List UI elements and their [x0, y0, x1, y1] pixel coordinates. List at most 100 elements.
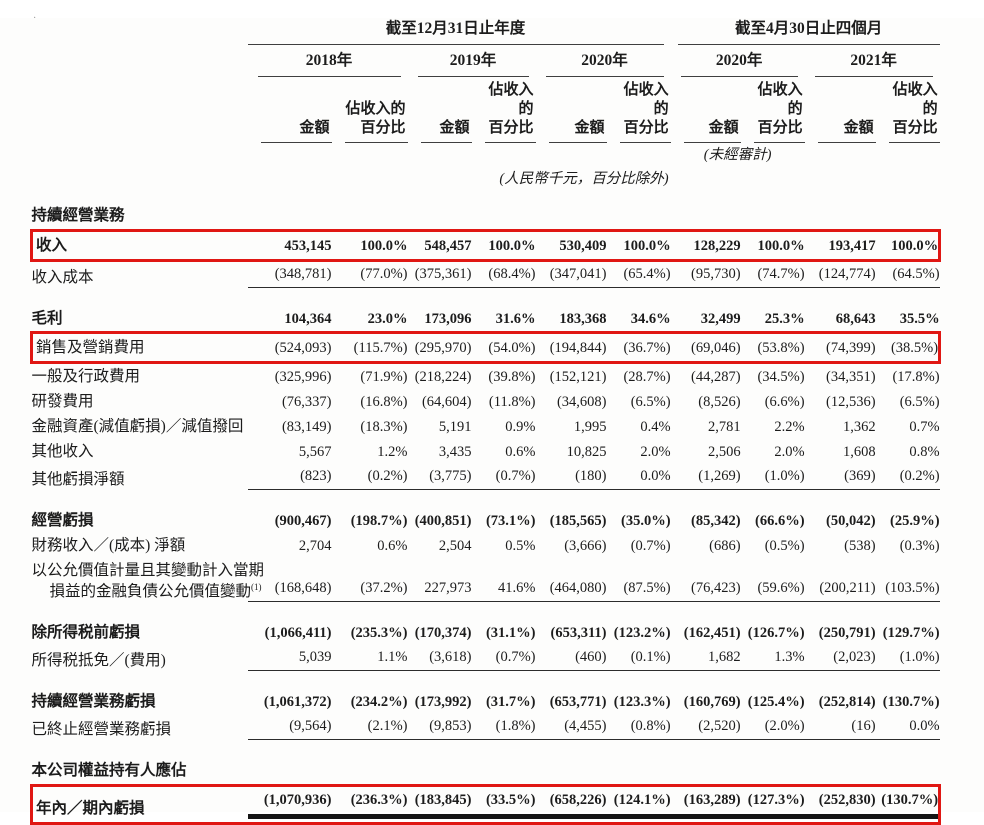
amount-header-label: 金額 — [708, 120, 739, 136]
year-label: 2020年 — [545, 45, 664, 77]
single-rule — [535, 601, 607, 602]
single-rule — [247, 287, 332, 288]
double-rule — [247, 814, 332, 819]
cell-value: (295,970) — [407, 331, 472, 364]
cell-value: (59.6%) — [740, 558, 805, 604]
row-label: 財務收入／(成本) 淨額 — [31, 537, 186, 554]
pct-header-line1: 佔收入的 — [757, 82, 803, 117]
double-rule — [670, 814, 741, 819]
cell-value: (95,730) — [670, 261, 741, 291]
section-header-label: 持續經營業務 — [31, 207, 125, 224]
single-rule — [875, 489, 940, 490]
cell-value: 128,229 — [670, 229, 741, 262]
cell-value: (194,844) — [535, 331, 607, 364]
spacer-cell — [32, 742, 940, 758]
table-row: 經營虧損 (900,467) (198.7%) (400,851) (73.1%) (18… — [32, 508, 940, 533]
cell-value: (185,565) — [549, 513, 607, 529]
pct-header-line1: 佔收入的 — [892, 82, 938, 117]
spacer-cell — [32, 492, 940, 508]
cell-value: 2.0% — [774, 444, 805, 460]
single-rule — [804, 670, 876, 671]
cell-value: 2.0% — [640, 444, 671, 460]
single-rule — [407, 670, 472, 671]
spacer-cell — [32, 290, 940, 306]
cell-value: (125.4%) — [747, 694, 805, 710]
single-rule — [407, 489, 472, 490]
page-edge-artifact: · — [33, 15, 37, 23]
amount-header-label: 金額 — [843, 120, 874, 136]
units-row: (人民幣千元，百分比除外) — [32, 165, 940, 203]
cell-value: (37.2%) — [331, 558, 408, 604]
cell-value: (85,342) — [691, 513, 741, 529]
year-2019-cell: 2019年 — [408, 45, 536, 77]
single-rule — [331, 489, 408, 490]
single-rule — [535, 739, 607, 740]
cell-value: (53.8%) — [740, 331, 805, 364]
cell-value: (6.5%) — [630, 394, 671, 410]
cell-value: 0.6% — [505, 444, 536, 460]
cell-value: (68.4%) — [471, 261, 536, 291]
double-rule — [875, 814, 939, 819]
cell-value: (460) — [535, 645, 607, 673]
cell-value: 1,682 — [670, 645, 741, 673]
cell-value: (200,211) — [804, 558, 876, 604]
cell-value: (74.7%) — [740, 261, 805, 291]
amount-header: 金額 — [671, 77, 741, 143]
cell-value: (74,399) — [804, 331, 876, 364]
cell-value: (33.5%) — [471, 784, 536, 825]
amount-header: 金額 — [536, 77, 607, 143]
cell-value: (235.3%) — [350, 625, 408, 641]
pct-header: 佔收入的 百分比 — [876, 77, 940, 143]
table-row: 已終止經營業務虧損 (9,564) (2.1%) (9,853) (1.8%) (4,45… — [32, 714, 940, 742]
cell-value: 35.5% — [899, 311, 940, 327]
single-rule — [875, 739, 940, 740]
cell-value: 104,364 — [284, 311, 332, 327]
empty-cell — [32, 143, 671, 165]
cell-value: (653,311) — [550, 625, 607, 641]
cell-value: (123.3%) — [613, 694, 671, 710]
year-2020-cell: 2020年 — [536, 45, 671, 77]
row-label: 一般及行政費用 — [31, 368, 141, 385]
table-row: 收入成本 (348,781) (77.0%) (375,361) (68.4%) (347… — [32, 261, 940, 291]
single-rule — [670, 489, 741, 490]
cell-value: 2,504 — [438, 538, 472, 554]
cell-value: (2.1%) — [331, 714, 408, 742]
cell-value: 5,039 — [247, 645, 332, 673]
single-rule — [331, 670, 408, 671]
single-rule — [606, 739, 671, 740]
year-2018-cell: 2018年 — [248, 45, 408, 77]
cell-value: 31.6% — [495, 311, 536, 327]
cell-value: (823) — [247, 464, 332, 492]
cell-value: 3,435 — [438, 444, 472, 460]
single-rule — [670, 739, 741, 740]
cell-value: (348,781) — [247, 261, 332, 291]
cell-value: 100.0% — [875, 229, 942, 262]
table-header: 截至12月31日止年度 截至4月30日止四個月 2018年 2019年 2020… — [32, 18, 940, 203]
cell-value: 2,781 — [707, 419, 741, 435]
cell-value: (252,830) — [804, 784, 876, 825]
double-rule — [606, 814, 671, 819]
double-rule — [331, 814, 408, 819]
section-header-label: 本公司權益持有人應佔 — [31, 762, 187, 779]
amount-header-label: 金額 — [299, 120, 330, 136]
table-row: 其他收入 5,567 1.2% 3,435 0.6% 10,825 2.0% 2,506 2.0… — [32, 439, 940, 464]
cell-value: 25.3% — [764, 311, 805, 327]
cell-value: (1,269) — [670, 464, 741, 492]
cell-value: (130.7%) — [882, 694, 940, 710]
spacer-row — [32, 673, 940, 689]
cell-value: (464,080) — [535, 558, 607, 604]
spacer-row — [32, 290, 940, 306]
highlighted-table-row: 收入 453,145 100.0% 548,457 100.0% 530,409 100.0… — [30, 229, 942, 262]
cell-value: (18.3%) — [360, 419, 408, 435]
column-label-row: 金額 佔收入的 百分比 金額 佔收入的 百分比 金額 佔收入的 百分比 金額 佔收入的… — [32, 77, 940, 143]
scope-four-months-label: 截至4月30日止四個月 — [677, 18, 940, 45]
single-rule — [740, 670, 805, 671]
single-rule — [804, 489, 876, 490]
cell-value: (658,226) — [535, 784, 607, 825]
cell-value: (126.7%) — [747, 625, 805, 641]
cell-value: (1,070,936) — [247, 784, 332, 825]
single-rule — [804, 739, 876, 740]
year-row: 2018年 2019年 2020年 2020年 2021年 — [32, 45, 940, 77]
cell-value: 41.6% — [471, 558, 536, 604]
year-label: 2018年 — [257, 45, 401, 77]
